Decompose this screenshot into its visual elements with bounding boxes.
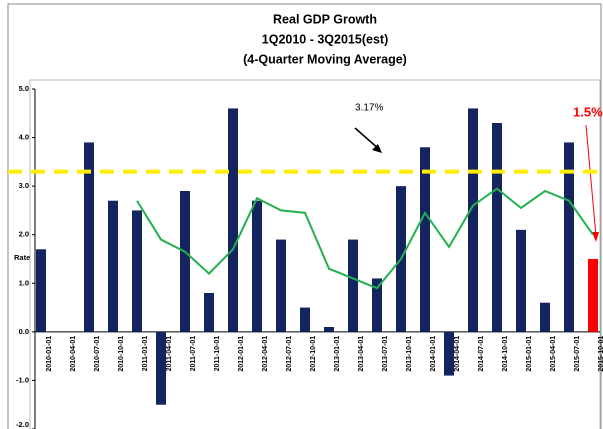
annotation-arrowhead	[372, 144, 382, 153]
y-tick-label: 1.0	[19, 278, 29, 287]
bar	[276, 239, 286, 332]
bar	[420, 147, 430, 332]
x-tick-label: 2012-07-01	[286, 336, 293, 372]
x-tick-label: 2011-04-01	[166, 336, 173, 372]
x-tick-label: 2012-04-01	[262, 336, 269, 372]
x-tick-label: 2011-07-01	[190, 336, 197, 372]
bar	[444, 331, 454, 376]
bar	[540, 302, 550, 332]
x-tick-label: 2010-07-01	[94, 336, 101, 372]
bar	[180, 191, 190, 332]
bar	[588, 259, 598, 332]
y-tick-label: 3.0	[19, 181, 29, 190]
bar	[492, 123, 502, 332]
y-axis-label: Rate	[14, 253, 30, 262]
x-tick-label: 2010-10-01	[118, 336, 125, 372]
x-tick-label: 2014-01-01	[430, 336, 437, 372]
bar	[300, 307, 310, 332]
annotation: 1.5%	[573, 104, 603, 119]
x-tick-label: 2014-10-01	[502, 336, 509, 372]
y-tick-label: 2.0	[19, 230, 29, 239]
y-tick-label: 5.0	[19, 84, 29, 93]
x-tick-label: 2014-04-01	[454, 336, 461, 372]
annotation: 3.17%	[355, 103, 383, 114]
x-tick-label: 2011-01-01	[142, 336, 149, 372]
bar	[252, 200, 262, 332]
moving-average-line	[136, 187, 594, 290]
x-tick-label: 2010-04-01	[70, 336, 77, 372]
bar	[468, 108, 478, 332]
bar	[324, 327, 334, 332]
x-tick-label: 2015-01-01	[526, 336, 533, 372]
bar	[204, 293, 214, 332]
bar	[156, 331, 166, 405]
annotation-arrowhead	[592, 232, 599, 242]
y-tick-label: -2.0	[16, 420, 29, 429]
bar	[516, 229, 526, 332]
x-tick-label: 2010-01-01	[46, 336, 53, 372]
x-tick-label: 2015-10-01	[598, 336, 603, 372]
x-tick-label: 2015-07-01	[574, 336, 581, 372]
chart-title: Real GDP Growth	[273, 12, 377, 26]
bar	[132, 210, 142, 332]
bar	[36, 249, 46, 332]
x-tick-label: 2013-01-01	[334, 336, 341, 372]
x-tick-label: 2014-07-01	[478, 336, 485, 372]
x-tick-label: 2015-04-01	[550, 336, 557, 372]
plot-frame	[29, 79, 601, 429]
chart-subtitle: (4-Quarter Moving Average)	[243, 52, 407, 66]
bar	[84, 142, 94, 332]
y-tick-label: -1.0	[16, 375, 29, 384]
annotation-arrow	[585, 124, 597, 237]
x-tick-label: 2011-10-01	[214, 336, 221, 372]
x-tick-label: 2013-07-01	[382, 336, 389, 372]
x-tick-label: 2012-10-01	[310, 336, 317, 372]
bar	[564, 142, 574, 332]
x-tick-label: 2012-01-01	[238, 336, 245, 372]
chart-subtitle: 1Q2010 - 3Q2015(est)	[262, 32, 388, 46]
bar	[108, 200, 118, 332]
bar	[348, 239, 358, 332]
bar	[228, 108, 238, 332]
chart-frame	[7, 3, 602, 429]
y-tick-label: 0.0	[19, 327, 29, 336]
bar	[372, 278, 382, 332]
x-tick-label: 2013-04-01	[358, 336, 365, 372]
y-tick-label: 4.0	[19, 133, 29, 142]
x-tick-label: 2013-10-01	[406, 336, 413, 372]
